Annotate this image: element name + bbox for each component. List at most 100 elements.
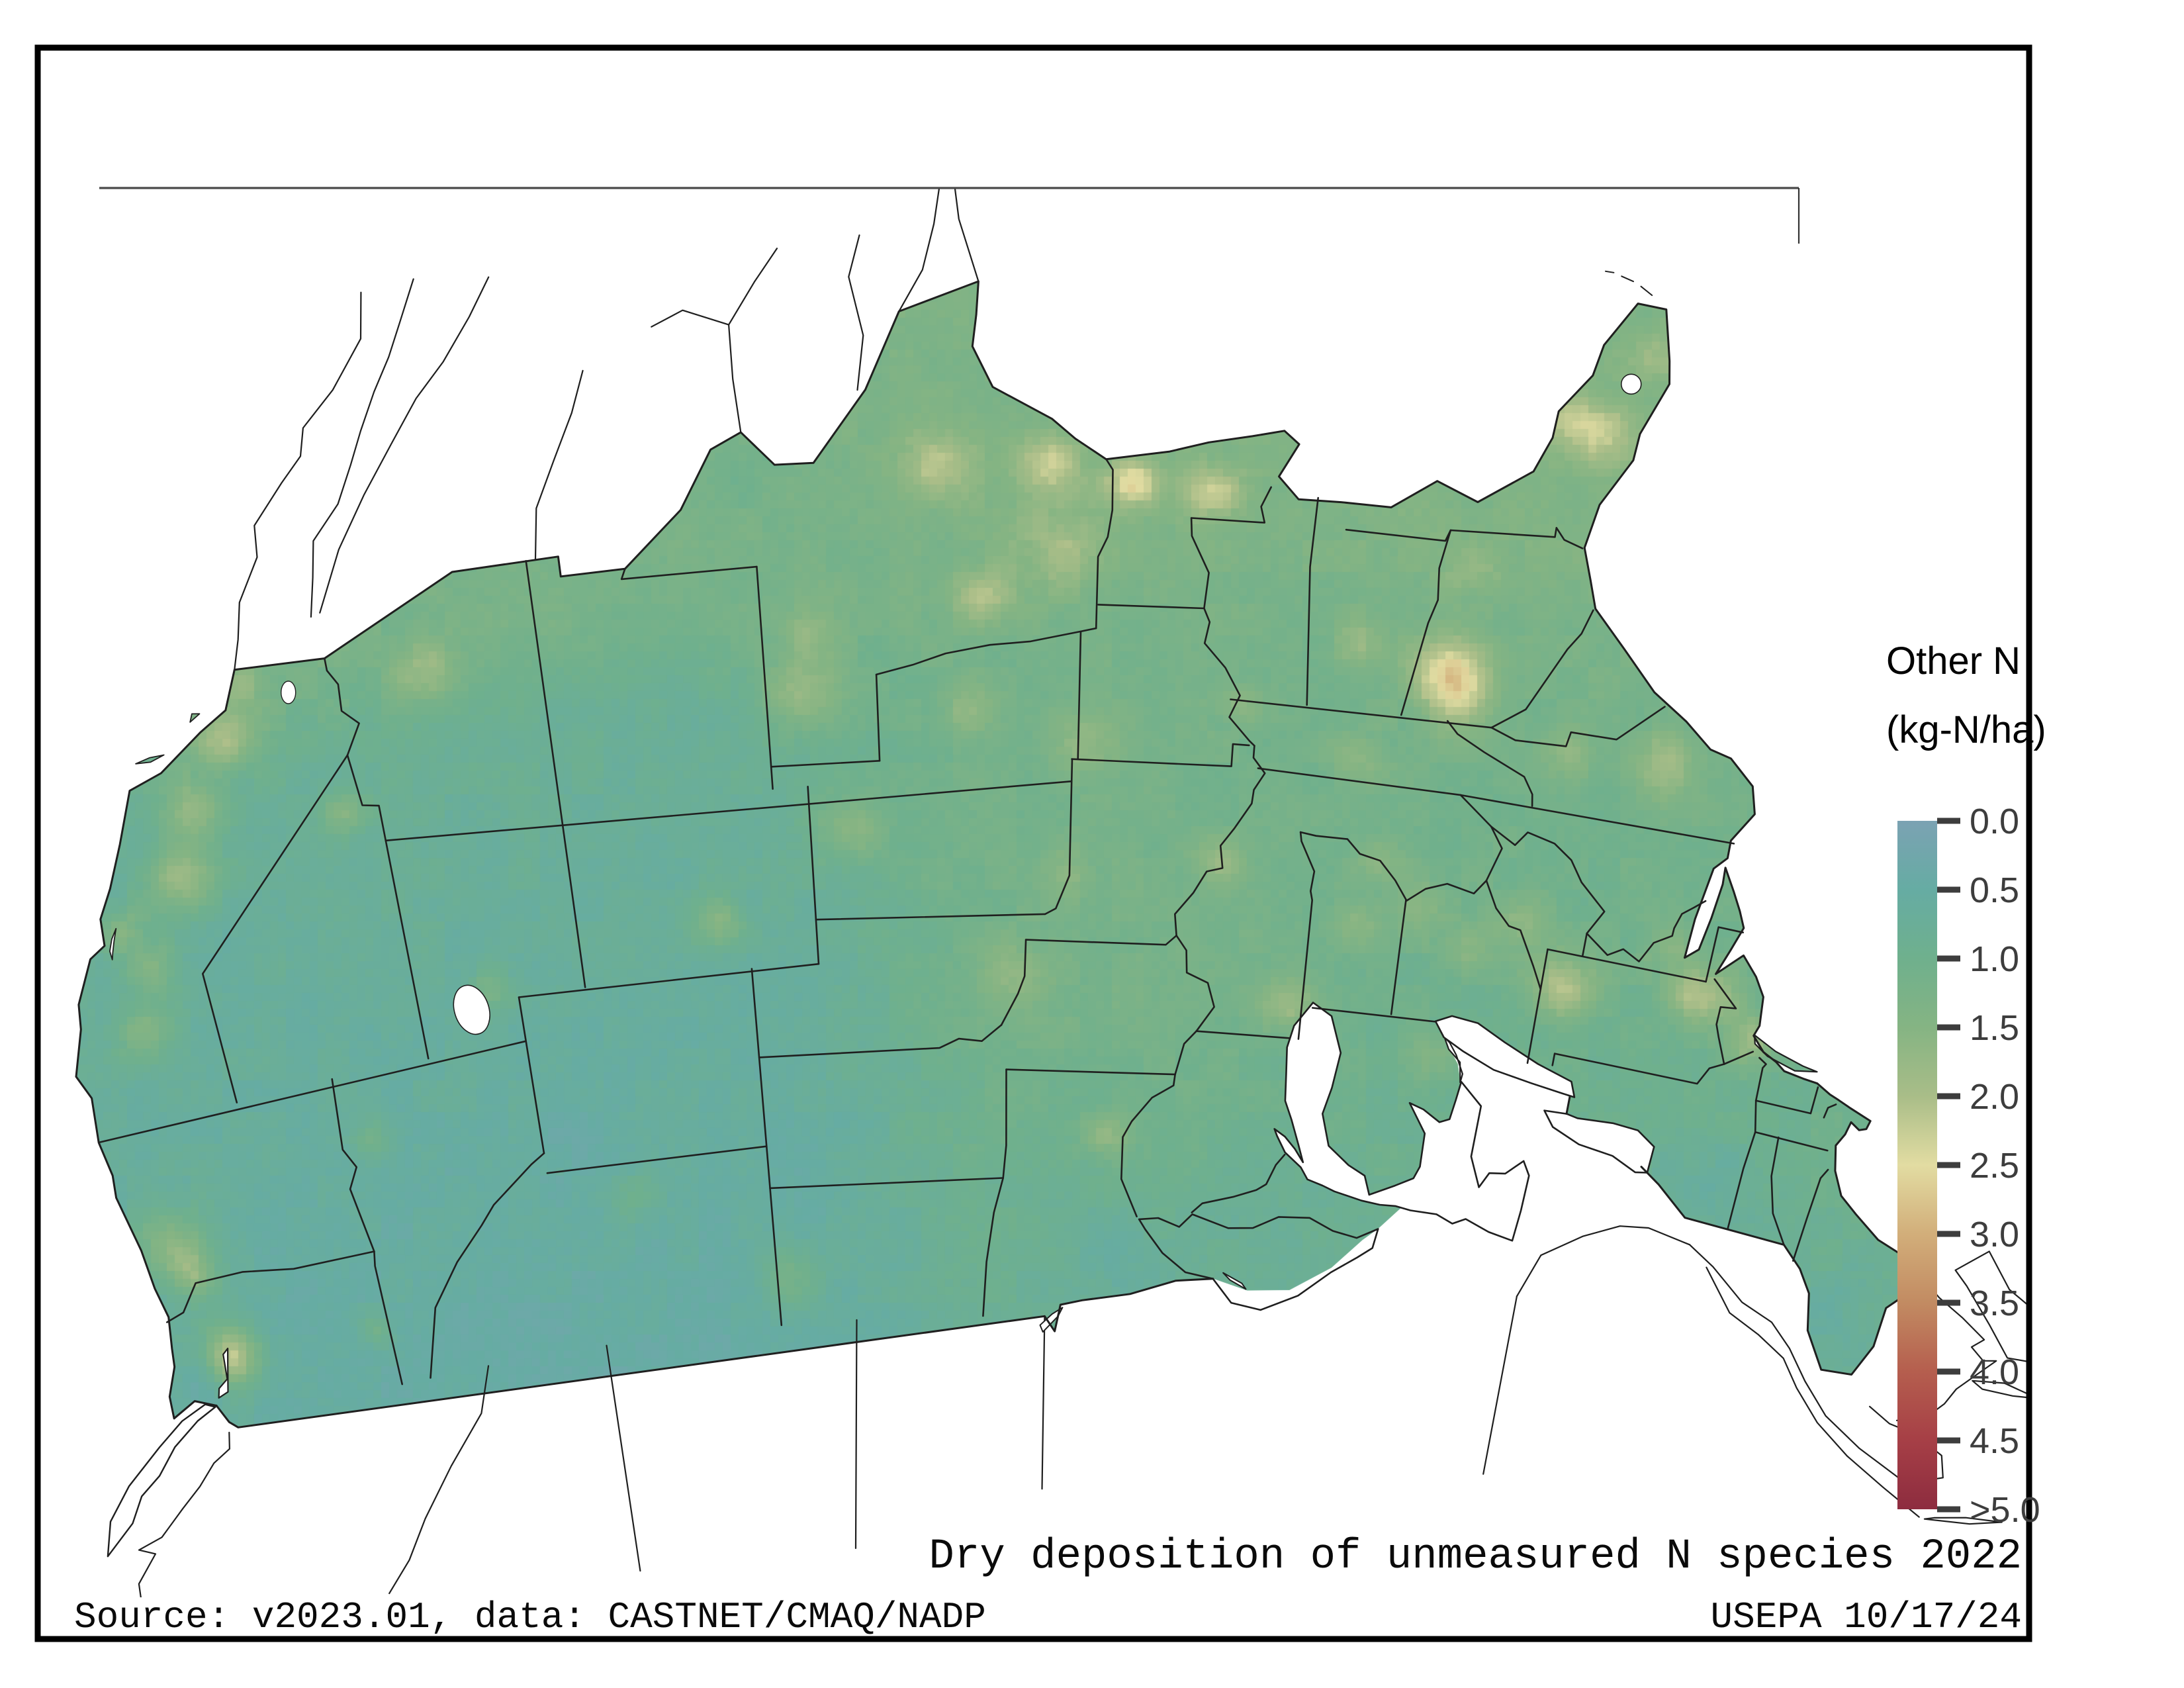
colorbar-tick-label: 2.0 bbox=[1970, 1077, 2019, 1117]
mexico-border-line bbox=[651, 309, 730, 328]
colorbar-tick-label: 4.5 bbox=[1970, 1421, 2019, 1461]
great-salt-lake bbox=[453, 984, 490, 1035]
state-border-line bbox=[1297, 831, 1316, 1040]
state-border-line bbox=[546, 1145, 768, 1174]
state-border-line bbox=[1705, 926, 1744, 983]
state-border-line bbox=[202, 754, 349, 1103]
state-border-line bbox=[1551, 978, 1737, 1085]
state-border-line bbox=[815, 913, 1046, 921]
isle-royale-outline bbox=[1222, 1272, 1247, 1290]
canada-border-line bbox=[138, 1431, 230, 1597]
state-border-line bbox=[1490, 825, 1606, 935]
florida-keys-outline bbox=[1640, 285, 1653, 297]
cape-breton-outline bbox=[2066, 1378, 2101, 1419]
colorbar-tick-label: 3.5 bbox=[1970, 1284, 2019, 1323]
state-border-line bbox=[1203, 607, 1255, 747]
state-border-line bbox=[1490, 609, 1594, 729]
colorbar-tick-label: 2.5 bbox=[1970, 1146, 2019, 1186]
mexico-border-line bbox=[310, 278, 414, 618]
colorbar-tick-label: >5.0 bbox=[1970, 1490, 2040, 1530]
prince-edward-island-outline bbox=[1972, 1380, 2026, 1399]
state-border-line bbox=[756, 565, 774, 790]
state-border-line bbox=[1024, 935, 1177, 946]
state-border-line bbox=[1459, 794, 1503, 882]
state-border-line bbox=[1095, 458, 1114, 630]
nova-scotia-outline bbox=[1954, 1250, 2026, 1362]
legend: Other N (kg-N/ha) 0.0 0.5 1.0 1.5 2.0 2.5 3.0 3… bbox=[1886, 639, 2046, 1530]
state-border-line bbox=[1723, 1051, 1754, 1065]
legend-title-line2: (kg-N/ha) bbox=[1886, 708, 2046, 751]
niagara-border bbox=[1565, 1096, 1571, 1115]
state-border-line bbox=[324, 657, 360, 757]
state-border-line bbox=[1077, 627, 1097, 761]
state-border-line bbox=[1190, 486, 1272, 524]
anticosti-island-outline bbox=[1923, 1517, 2003, 1525]
canada-border-line bbox=[1706, 1266, 1920, 1518]
colorbar-tick-label: 3.0 bbox=[1970, 1215, 2019, 1254]
northern-border bbox=[215, 1278, 1214, 1429]
state-border-line bbox=[1044, 758, 1073, 915]
channel-islands-outline bbox=[135, 754, 165, 765]
state-border-line bbox=[1446, 720, 1533, 807]
state-border-line bbox=[1345, 527, 1584, 549]
colorbar-tick-label: 4.0 bbox=[1970, 1352, 2019, 1392]
state-border-line bbox=[1311, 1007, 1437, 1023]
vancouver-island-outline bbox=[107, 1403, 216, 1558]
state-border-line bbox=[807, 786, 820, 965]
captions: Dry deposition of unmeasured N species 2… bbox=[74, 1533, 2022, 1638]
canada-border-line bbox=[1896, 1277, 1997, 1421]
source-note: Source: v2023.01, data: CASTNET/CMAQ/NAD… bbox=[74, 1596, 986, 1638]
state-border-line bbox=[385, 780, 1073, 842]
state-border-line bbox=[346, 754, 430, 1060]
legend-title-line1: Other N bbox=[1886, 639, 2021, 682]
state-border-line bbox=[518, 996, 545, 1154]
state-border-line bbox=[1190, 517, 1210, 610]
canada-mask bbox=[113, 1039, 2026, 1597]
san-francisco-bay bbox=[109, 927, 117, 961]
state-border-line bbox=[331, 1078, 375, 1252]
mexico-border-line bbox=[534, 369, 584, 561]
colorbar-tick-label: 0.5 bbox=[1970, 870, 2019, 910]
state-border-line bbox=[1823, 1103, 1837, 1119]
colorbar-tick-label: 0.0 bbox=[1970, 802, 2019, 841]
state-border-line bbox=[1120, 1073, 1176, 1217]
canada-border-line bbox=[1041, 1315, 1046, 1490]
canada-border-line bbox=[1516, 1225, 1691, 1297]
state-border-line bbox=[1485, 880, 1542, 990]
state-border-line bbox=[1754, 1056, 1767, 1102]
state-border-line bbox=[1191, 1153, 1286, 1213]
state-border-line bbox=[1174, 745, 1266, 937]
mexico-border-line bbox=[319, 276, 490, 614]
state-border-line bbox=[1727, 1131, 1756, 1230]
state-border-line bbox=[1792, 1168, 1829, 1262]
state-border-line bbox=[1490, 706, 1666, 747]
state-border-line bbox=[1230, 698, 1492, 729]
state-border-line bbox=[1306, 496, 1319, 706]
colorbar-tick-label: 1.5 bbox=[1970, 1008, 2019, 1048]
state-border-line bbox=[99, 1040, 527, 1143]
canada-border-line bbox=[854, 1319, 858, 1549]
state-border-line bbox=[1770, 1136, 1785, 1246]
lake-erie bbox=[1434, 1015, 1576, 1098]
state-border-line bbox=[1754, 1086, 1819, 1115]
channel-islands-outline bbox=[189, 713, 201, 723]
state-border-line bbox=[1526, 948, 1549, 1064]
mexico-border-line bbox=[848, 234, 864, 391]
state-border-line bbox=[1175, 935, 1215, 1032]
state-border-line bbox=[430, 1152, 545, 1379]
state-border-line bbox=[758, 1024, 1003, 1058]
state-border-line bbox=[1195, 1030, 1291, 1039]
state-border-line bbox=[1257, 767, 1462, 796]
state-border-line bbox=[982, 1177, 1004, 1317]
state-border-line bbox=[751, 968, 783, 1327]
canada-border-line bbox=[388, 1365, 490, 1595]
conus-outline bbox=[75, 280, 1924, 1420]
canada-border-line bbox=[606, 1344, 641, 1572]
mexico-mask bbox=[41, 187, 979, 670]
state-border-line bbox=[1299, 831, 1488, 902]
lake-okeechobee bbox=[1620, 373, 1642, 395]
state-border-line bbox=[1400, 529, 1452, 716]
florida-keys-outline bbox=[1621, 275, 1634, 283]
state-border-line bbox=[1547, 948, 1707, 983]
